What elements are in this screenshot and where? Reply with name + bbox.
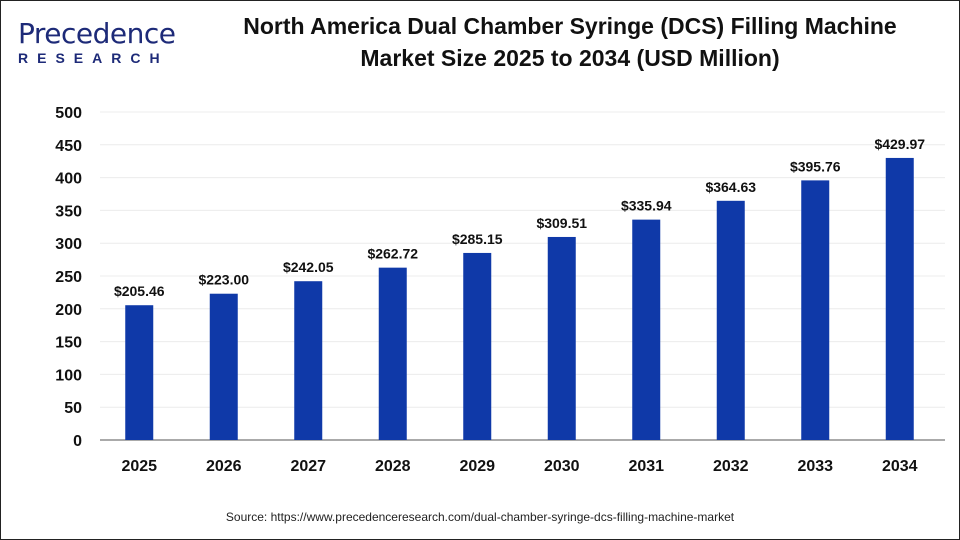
x-tick-label: 2025 bbox=[121, 458, 157, 475]
x-tick-label: 2032 bbox=[713, 458, 749, 475]
data-label: $205.46 bbox=[114, 283, 165, 299]
precedence-research-logo: Precedence RESEARCH bbox=[18, 17, 176, 67]
bar-2032 bbox=[716, 200, 745, 440]
data-label: $364.63 bbox=[705, 179, 756, 195]
y-tick-label: 0 bbox=[73, 433, 82, 450]
y-tick-label: 200 bbox=[55, 302, 82, 319]
y-tick-label: 400 bbox=[55, 171, 82, 188]
data-label: $262.72 bbox=[367, 246, 418, 262]
source-text: Source: https://www.precedenceresearch.c… bbox=[225, 510, 735, 524]
data-label: $395.76 bbox=[790, 158, 841, 174]
bar-2030 bbox=[547, 236, 576, 440]
data-label: $335.94 bbox=[621, 198, 672, 214]
x-tick-label: 2033 bbox=[797, 458, 833, 475]
y-tick-label: 300 bbox=[55, 236, 82, 253]
y-tick-label: 500 bbox=[55, 105, 82, 122]
data-label: $309.51 bbox=[536, 215, 587, 231]
chart-title-line2: Market Size 2025 to 2034 (USD Million) bbox=[360, 45, 780, 71]
logo-line1: Precedence bbox=[18, 17, 176, 50]
x-tick-label: 2031 bbox=[628, 458, 664, 475]
y-tick-label: 350 bbox=[55, 203, 82, 220]
bar-2025 bbox=[125, 305, 154, 440]
x-tick-label: 2034 bbox=[882, 458, 918, 475]
y-tick-label: 50 bbox=[64, 400, 82, 417]
logo-line2: RESEARCH bbox=[18, 50, 169, 66]
data-label: $429.97 bbox=[874, 136, 925, 152]
y-tick-label: 250 bbox=[55, 269, 82, 286]
data-label: $285.15 bbox=[452, 231, 503, 247]
bar-2033 bbox=[801, 180, 830, 440]
chart-title: North America Dual Chamber Syringe (DCS)… bbox=[200, 10, 940, 74]
x-tick-label: 2027 bbox=[290, 458, 326, 475]
data-label: $242.05 bbox=[283, 259, 334, 275]
x-tick-label: 2029 bbox=[459, 458, 495, 475]
x-tick-label: 2026 bbox=[206, 458, 242, 475]
x-tick-label: 2030 bbox=[544, 458, 580, 475]
bar-2034 bbox=[885, 157, 914, 440]
data-label: $223.00 bbox=[198, 272, 249, 288]
y-tick-label: 100 bbox=[55, 367, 82, 384]
y-tick-label: 150 bbox=[55, 335, 82, 352]
bar-2031 bbox=[632, 219, 661, 440]
bar-2027 bbox=[294, 281, 323, 440]
bar-2028 bbox=[378, 267, 407, 440]
y-tick-label: 450 bbox=[55, 138, 82, 155]
x-tick-label: 2028 bbox=[375, 458, 411, 475]
chart-title-line1: North America Dual Chamber Syringe (DCS)… bbox=[243, 13, 897, 39]
bar-2029 bbox=[463, 252, 492, 440]
bar-2026 bbox=[209, 293, 238, 440]
